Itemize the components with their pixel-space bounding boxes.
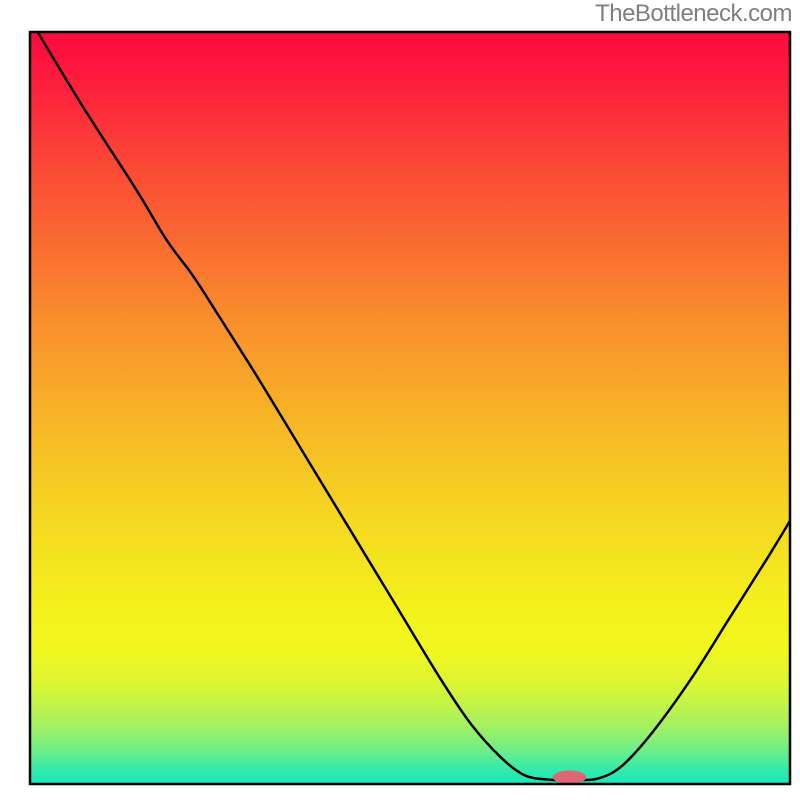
chart-svg (0, 0, 800, 800)
plot-background (30, 32, 790, 784)
optimal-marker (553, 770, 586, 784)
bottleneck-chart: TheBottleneck.com (0, 0, 800, 800)
